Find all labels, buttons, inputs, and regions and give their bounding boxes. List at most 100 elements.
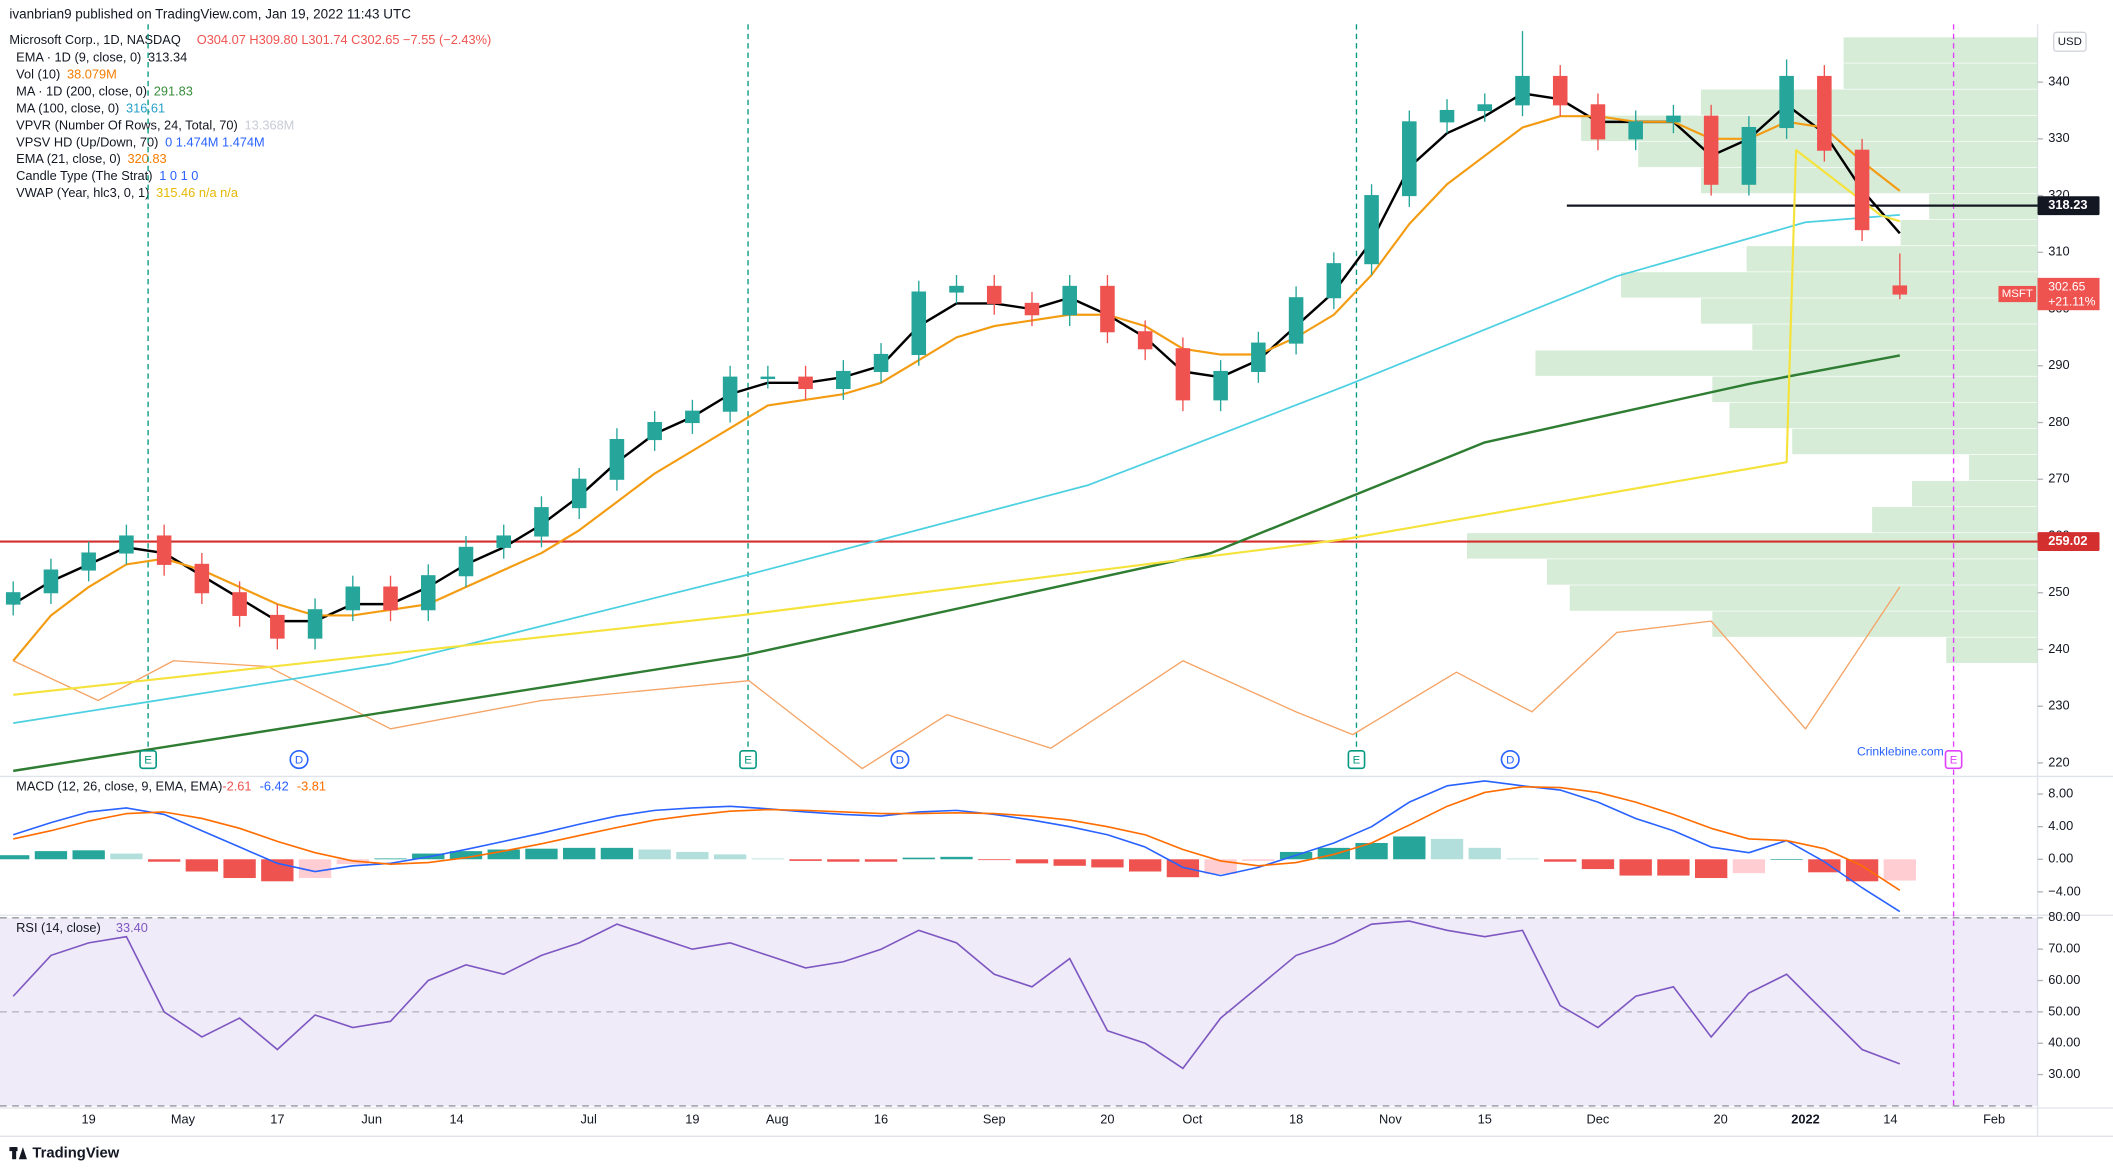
candle-body [911,291,927,355]
y-tick-label: 60.00 [2048,972,2080,987]
indicator-label: VPVR (Number Of Rows, 24, Total, 70) [16,117,238,132]
event-label: E [1353,754,1361,766]
histogram-bar [1845,859,1879,882]
histogram-bar [978,859,1011,861]
macd-line [13,785,1901,891]
candle-body [836,370,851,390]
candle-body [232,592,247,616]
candle-body [194,563,210,594]
histogram-bar [147,859,181,862]
candle-body [458,546,474,577]
histogram-bar [1242,859,1275,861]
y-tick-label: 290 [2048,357,2069,372]
volume-profile-row [1912,480,2038,507]
footer-brand: TradingView [32,1146,119,1162]
candle-body [1666,115,1681,123]
x-tick-label: Dec [1587,1112,1610,1127]
pane-value: -6.42 [260,779,289,794]
histogram-bar [1430,838,1464,860]
histogram-bar [713,854,747,860]
y-tick-label: 250 [2048,584,2069,599]
candle-body [43,569,59,594]
candle-body [1854,149,1870,231]
candle-body [1628,121,1643,140]
x-tick-label: Feb [1983,1112,2005,1127]
candle-body [760,376,776,380]
candle-body [1364,195,1379,265]
histogram-bar [1393,836,1426,860]
candle-body [571,478,587,509]
histogram-bar [525,848,558,860]
histogram-bar [1506,858,1539,860]
indicator-label: Candle Type (The Strat) [16,168,152,183]
y-tick-label: 8.00 [2048,785,2073,800]
x-tick-label: 2022 [1791,1112,1819,1127]
volume-profile-row [1569,585,2038,611]
histogram-bar [1355,842,1388,860]
logo-part [18,1147,27,1160]
x-tick-label: 20 [1713,1112,1727,1127]
volume-profile-row [1792,428,2038,455]
histogram-bar [789,859,822,861]
histogram-bar [1128,859,1162,872]
candle-body [1477,104,1493,112]
candle-body [420,575,436,611]
y-tick-label: 30.00 [2048,1066,2080,1081]
x-tick-label: Jul [580,1112,596,1127]
x-tick-label: 19 [82,1112,96,1127]
logo-part [12,1147,17,1160]
price-tag-label: 318.23 [2048,197,2087,212]
histogram-bar [72,850,105,860]
indicator-label: MA (100, close, 0) [16,100,119,115]
volume-profile-row [1467,533,2038,559]
candle-body [798,376,813,390]
y-tick-label: 0.00 [2048,851,2073,866]
candle-body [1251,342,1266,373]
x-tick-label: 18 [1289,1112,1303,1127]
candle-body [270,614,285,639]
event-badge [739,749,757,770]
histogram-bar [34,851,68,860]
indicator-value: 315.46 n/a n/a [156,185,239,200]
price-tag-label: 259.02 [2048,533,2087,548]
volume-profile-row [1900,219,2038,246]
histogram-bar [1808,859,1841,873]
volume-profile-row [1700,298,2038,324]
indicator-value: 291.83 [154,83,193,98]
ohlc-values: O304.07 H309.80 L301.74 C302.65 −7.55 (−… [197,32,492,47]
x-tick-label: 20 [1100,1112,1114,1127]
indicator-label: MA · 1D (200, close, 0) [16,83,147,98]
indicator-value: 13.368M [245,117,295,132]
x-tick-label: Nov [1379,1112,1402,1127]
indicator-value: 38.079M [67,66,117,81]
indicator-line [13,149,1901,696]
histogram-bar [1053,859,1086,866]
histogram-bar [1581,859,1615,870]
y-tick-label: 50.00 [2048,1003,2080,1018]
candle-body [119,535,134,554]
candle-body [1892,285,1908,295]
x-tick-label: Aug [766,1112,789,1127]
histogram-bar [1468,847,1501,860]
event-label: D [295,754,303,766]
candle-body [1062,285,1077,316]
indicator-line [13,354,1901,773]
volume-profile-row [1729,402,2038,429]
pane-value: -2.61 [222,779,251,794]
y-tick-label: 230 [2048,698,2069,713]
indicator-value: 1 0 1 0 [159,168,198,183]
y-tick-label: 40.00 [2048,1035,2080,1050]
candle-body [1741,126,1757,185]
x-tick-label: 14 [1883,1112,1897,1127]
candle-body [1175,348,1191,401]
x-tick-label: May [171,1112,196,1127]
candle-body [609,439,625,480]
pane-title: RSI (14, close) [16,920,101,935]
candle-body [1439,109,1455,123]
y-tick-label: 330 [2048,130,2069,145]
indicator-label: Vol (10) [16,66,60,81]
candle-body [873,353,889,373]
pane-value: -3.81 [297,779,326,794]
candle-body [1779,75,1794,129]
candle-body [647,421,662,441]
